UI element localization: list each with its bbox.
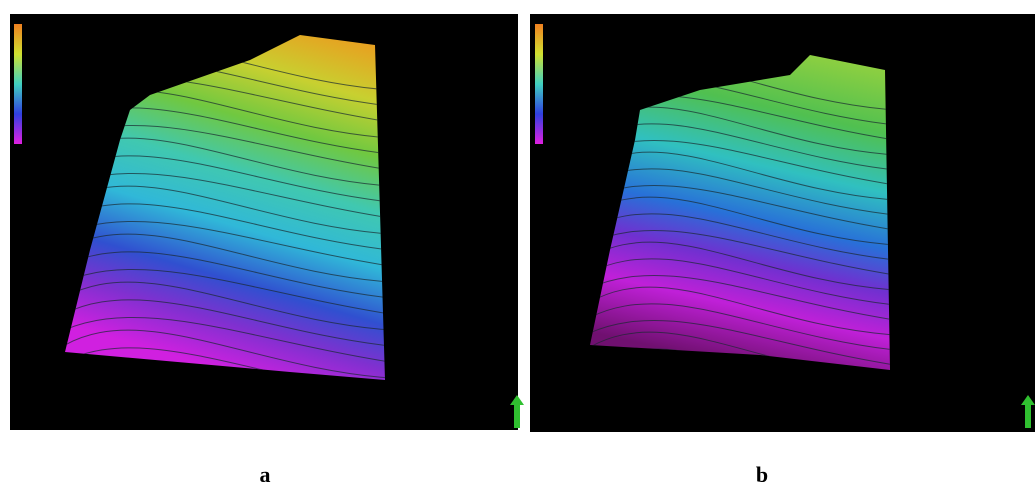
- figure: a b: [0, 0, 1035, 491]
- panel-label: b: [756, 462, 768, 487]
- color-bar: [535, 24, 543, 144]
- color-bar: [14, 24, 22, 144]
- panel-label: a: [260, 462, 271, 487]
- figure-canvas: a b: [0, 0, 1035, 491]
